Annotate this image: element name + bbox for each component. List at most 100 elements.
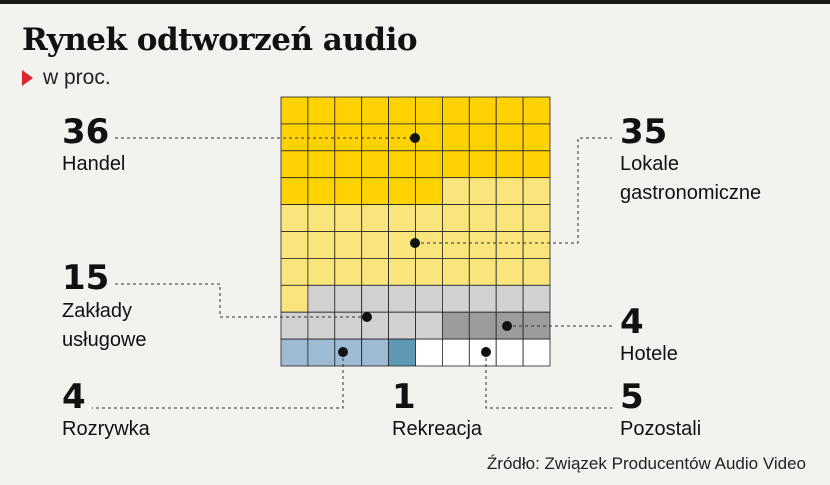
waffle-cell-rozrywka: [280, 338, 309, 367]
waffle-cell-zakłady-usługowe: [307, 284, 336, 313]
label-lokale-line1: Lokale: [620, 153, 679, 175]
label-rekreacja: Rekreacja: [392, 418, 483, 440]
waffle-cell-lokale-gastronomiczne: [441, 231, 470, 259]
waffle-cell-lokale-gastronomiczne: [388, 204, 416, 232]
value-hotele: 4: [620, 302, 644, 342]
waffle-cell-lokale-gastronomiczne: [280, 284, 309, 313]
waffle-cell-rozrywka: [307, 338, 336, 367]
waffle-cell-zakłady-usługowe: [307, 311, 336, 340]
waffle-cell-lokale-gastronomiczne: [441, 257, 470, 286]
waffle-cell-lokale-gastronomiczne: [361, 257, 390, 286]
waffle-cell-handel: [307, 123, 336, 152]
label-uslugi-line2: usługowe: [62, 329, 147, 351]
waffle-cell-handel: [495, 96, 524, 125]
marker-pozostali: [481, 347, 491, 357]
waffle-cell-handel: [280, 96, 309, 125]
waffle-cell-handel: [441, 96, 470, 125]
waffle-cell-zakłady-usługowe: [388, 311, 416, 340]
leader-pozostali: [485, 352, 612, 409]
label-lokale-line2: gastronomiczne: [620, 182, 762, 204]
waffle-cell-zakłady-usługowe: [415, 284, 443, 313]
waffle-cell-pozostali: [441, 338, 470, 367]
marker-hotele: [502, 321, 512, 331]
waffle-cell-handel: [361, 96, 390, 125]
marker-uslugi: [362, 312, 372, 322]
waffle-cell-zakłady-usługowe: [334, 284, 363, 313]
waffle-cell-lokale-gastronomiczne: [495, 257, 524, 286]
waffle-cell-lokale-gastronomiczne: [280, 204, 309, 232]
waffle-cell-zakłady-usługowe: [334, 311, 363, 340]
waffle-cell-handel: [307, 177, 336, 205]
waffle-cell-zakłady-usługowe: [441, 284, 470, 313]
value-uslugi: 15: [62, 258, 110, 298]
subtitle-text: w proc.: [43, 66, 111, 89]
waffle-cell-handel: [441, 123, 470, 152]
waffle-cell-lokale-gastronomiczne: [280, 231, 309, 259]
waffle-cell-handel: [522, 150, 551, 179]
waffle-cell-handel: [388, 150, 416, 179]
waffle-cell-handel: [334, 177, 363, 205]
waffle-cell-zakłady-usługowe: [280, 311, 309, 340]
value-pozostali: 5: [620, 377, 644, 417]
chart-subtitle: w proc.: [22, 66, 111, 90]
waffle-cell-handel: [495, 123, 524, 152]
waffle-cell-rozrywka: [361, 338, 390, 367]
waffle-cell-handel: [361, 150, 390, 179]
waffle-cell-handel: [468, 150, 497, 179]
waffle-cell-handel: [334, 123, 363, 152]
waffle-cell-zakłady-usługowe: [361, 284, 390, 313]
marker-rozrywka: [338, 347, 348, 357]
source-note: Źródło: Związek Producentów Audio Video: [486, 454, 806, 473]
waffle-cell-zakłady-usługowe: [495, 284, 524, 313]
label-lokale: Lokale gastronomiczne: [620, 150, 761, 208]
waffle-cell-handel: [522, 123, 551, 152]
top-rule: [0, 0, 830, 4]
waffle-cell-lokale-gastronomiczne: [468, 257, 497, 286]
value-lokale: 35: [620, 112, 668, 152]
waffle-cell-handel: [468, 96, 497, 125]
waffle-cell-handel: [415, 96, 443, 125]
leader-lokale: [415, 137, 612, 244]
label-hotele: Hotele: [620, 343, 678, 365]
waffle-cell-zakłady-usługowe: [388, 284, 416, 313]
waffle-cell-lokale-gastronomiczne: [441, 177, 470, 205]
leader-rozrywka: [92, 352, 344, 409]
leader-uslugi: [115, 283, 367, 318]
waffle-cell-lokale-gastronomiczne: [468, 231, 497, 259]
waffle-cell-lokale-gastronomiczne: [307, 231, 336, 259]
waffle-cell-lokale-gastronomiczne: [441, 204, 470, 232]
waffle-cell-lokale-gastronomiczne: [495, 204, 524, 232]
waffle-cell-handel: [280, 123, 309, 152]
waffle-cell-handel: [388, 177, 416, 205]
waffle-cell-lokale-gastronomiczne: [361, 231, 390, 259]
waffle-cell-handel: [334, 150, 363, 179]
waffle-cell-lokale-gastronomiczne: [334, 257, 363, 286]
marker-lokale: [410, 238, 420, 248]
triangle-marker-icon: [22, 70, 33, 86]
waffle-cell-pozostali: [522, 338, 551, 367]
waffle-cell-lokale-gastronomiczne: [415, 204, 443, 232]
label-uslugi: Zakłady usługowe: [62, 297, 147, 355]
waffle-cell-lokale-gastronomiczne: [522, 177, 551, 205]
waffle-cell-handel: [334, 96, 363, 125]
waffle-cell-handel: [307, 150, 336, 179]
waffle-cell-lokale-gastronomiczne: [468, 204, 497, 232]
waffle-cell-pozostali: [415, 338, 443, 367]
waffle-cell-handel: [415, 177, 443, 205]
waffle-cell-handel: [361, 123, 390, 152]
waffle-cell-handel: [280, 150, 309, 179]
waffle-cell-handel: [361, 177, 390, 205]
label-rozrywka: Rozrywka: [62, 418, 150, 440]
waffle-cell-handel: [280, 177, 309, 205]
waffle-cell-lokale-gastronomiczne: [522, 231, 551, 259]
waffle-cell-hotele: [468, 311, 497, 340]
waffle-cell-lokale-gastronomiczne: [388, 257, 416, 286]
label-handel: Handel: [62, 153, 126, 175]
waffle-cell-lokale-gastronomiczne: [495, 231, 524, 259]
waffle-cell-lokale-gastronomiczne: [334, 204, 363, 232]
value-handel: 36: [62, 112, 110, 152]
waffle-cell-handel: [468, 123, 497, 152]
label-pozostali: Pozostali: [620, 418, 702, 440]
waffle-cell-zakłady-usługowe: [468, 284, 497, 313]
